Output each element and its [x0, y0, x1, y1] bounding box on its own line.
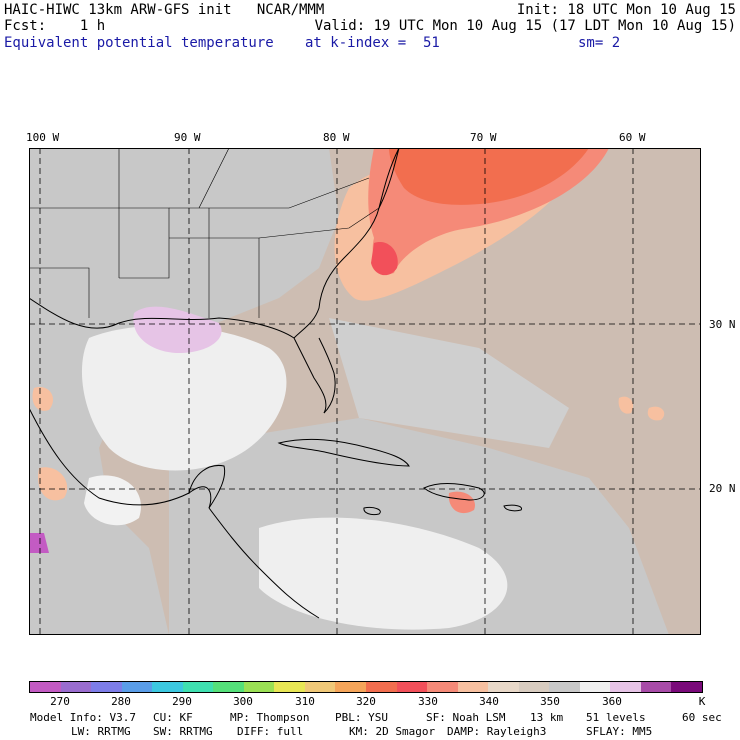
colorbar-swatch-14	[457, 682, 489, 692]
colorbar-swatch-2	[91, 682, 122, 692]
colorbar-swatch-1	[60, 682, 92, 692]
florida-peninsula	[293, 148, 400, 339]
colorbar-units: K	[698, 695, 706, 708]
footer-sw: SW: RRTMG	[153, 725, 213, 738]
colorbar-swatch-17	[549, 682, 580, 692]
border-6	[169, 177, 370, 209]
border-1	[29, 207, 170, 279]
political-borders	[29, 148, 380, 318]
colorbar-swatch-9	[304, 682, 336, 692]
white-gulf-region	[81, 325, 287, 471]
gray-region-gulf-east	[329, 318, 569, 448]
header-k-index: at k-index = 51	[305, 35, 440, 51]
footer-cu: CU: KF	[153, 711, 193, 724]
colorbar-tick-270: 270	[50, 695, 70, 708]
white-caribbean-region	[259, 517, 508, 630]
white-patch-southwest	[84, 475, 141, 526]
theta-e-map	[29, 148, 701, 635]
colorbar-swatch-8	[274, 682, 305, 692]
colorbar-swatch-21	[671, 682, 703, 692]
us-gulf-coast	[29, 297, 327, 414]
colorbar-swatch-16	[518, 682, 550, 692]
colorbar-swatch-12	[396, 682, 428, 692]
header-valid-time: Valid: 19 UTC Mon 10 Aug 15 (17 LDT Mon …	[314, 18, 736, 34]
footer-mp: MP: Thompson	[230, 711, 310, 724]
border-8	[29, 267, 90, 318]
border-7	[198, 148, 230, 209]
footer-timestep: 60 sec	[682, 711, 722, 724]
colorbar-swatch-11	[366, 682, 397, 692]
jamaica	[363, 507, 381, 516]
colorbar-tick-320: 320	[356, 695, 376, 708]
colorbar-swatch-13	[427, 682, 458, 692]
footer-km: KM: 2D Smagor	[349, 725, 436, 738]
lon-label-90w: 90 W	[174, 131, 201, 144]
purple-patch-small	[29, 533, 49, 553]
yucatan	[188, 464, 226, 509]
colorbar-swatch-5	[182, 682, 214, 692]
header-init-time: Init: 18 UTC Mon 10 Aug 15	[516, 2, 736, 18]
header-model-title: HAIC-HIWC 13km ARW-GFS init NCAR/MMM	[4, 2, 325, 18]
colorbar-swatch-19	[610, 682, 641, 692]
warm-spot-mexico	[38, 467, 68, 501]
colorbar-tick-330: 330	[418, 695, 438, 708]
cuba	[277, 438, 410, 467]
red-plume-core	[389, 148, 589, 205]
colorbar-swatch-18	[579, 682, 611, 692]
colorbar-swatch-3	[121, 682, 153, 692]
footer-sflay: SFLAY: MM5	[586, 725, 653, 738]
lat-lon-grid	[29, 148, 701, 635]
colorbar-swatch-10	[335, 682, 367, 692]
colorbar-swatch-6	[213, 682, 244, 692]
lat-label-20n: 20 N	[709, 482, 736, 495]
footer-model-info: Model Info: V3.7	[30, 711, 136, 724]
lon-label-70w: 70 W	[470, 131, 497, 144]
footer-pbl: PBL: YSU	[335, 711, 388, 724]
central-america-coast	[208, 507, 320, 619]
mid-atlantic-coast	[378, 148, 400, 209]
colorbar-tick-280: 280	[111, 695, 131, 708]
florida-east-coast	[318, 337, 336, 414]
header-field-name: Equivalent potential temperature	[4, 35, 274, 51]
footer-lw: LW: RRTMG	[71, 725, 131, 738]
warm-spot-atlantic-1	[618, 396, 634, 414]
colorbar-tick-350: 350	[540, 695, 560, 708]
colorbar-swatch-15	[488, 682, 519, 692]
header-forecast-hour: Fcst: 1 h	[4, 18, 106, 34]
footer-levels: 51 levels	[586, 711, 646, 724]
colorbar-swatch-7	[243, 682, 275, 692]
header-smoothing: sm= 2	[578, 35, 621, 51]
footer-diff: DIFF: full	[237, 725, 304, 738]
colorbar-swatch-4	[152, 682, 183, 692]
hispaniola	[423, 483, 485, 501]
warm-spot-atlantic-2	[647, 406, 665, 421]
lon-label-80w: 80 W	[323, 131, 350, 144]
border-5	[258, 207, 380, 239]
footer-sf: SF: Noah LSM	[426, 711, 506, 724]
footer-resolution: 13 km	[530, 711, 564, 724]
warm-spot-hispaniola	[448, 491, 475, 514]
lat-label-30n: 30 N	[709, 318, 736, 331]
colorbar-swatch-0	[30, 682, 61, 692]
puerto-rico	[503, 504, 523, 512]
colorbar	[29, 681, 703, 693]
warm-spot-texas	[32, 387, 54, 411]
colorbar-tick-310: 310	[295, 695, 315, 708]
coastlines	[29, 148, 523, 619]
lon-label-60w: 60 W	[619, 131, 646, 144]
colorbar-tick-300: 300	[233, 695, 253, 708]
lon-label-100w: 100 W	[26, 131, 60, 144]
colorbar-tick-340: 340	[479, 695, 499, 708]
mexico-coast	[29, 407, 212, 509]
colorbar-swatch-20	[640, 682, 672, 692]
colorbar-tick-290: 290	[172, 695, 192, 708]
red-blob-hatteras	[371, 242, 398, 276]
footer-damp: DAMP: Rayleigh3	[447, 725, 547, 738]
map-frame	[29, 148, 701, 635]
colorbar-tick-360: 360	[602, 695, 622, 708]
